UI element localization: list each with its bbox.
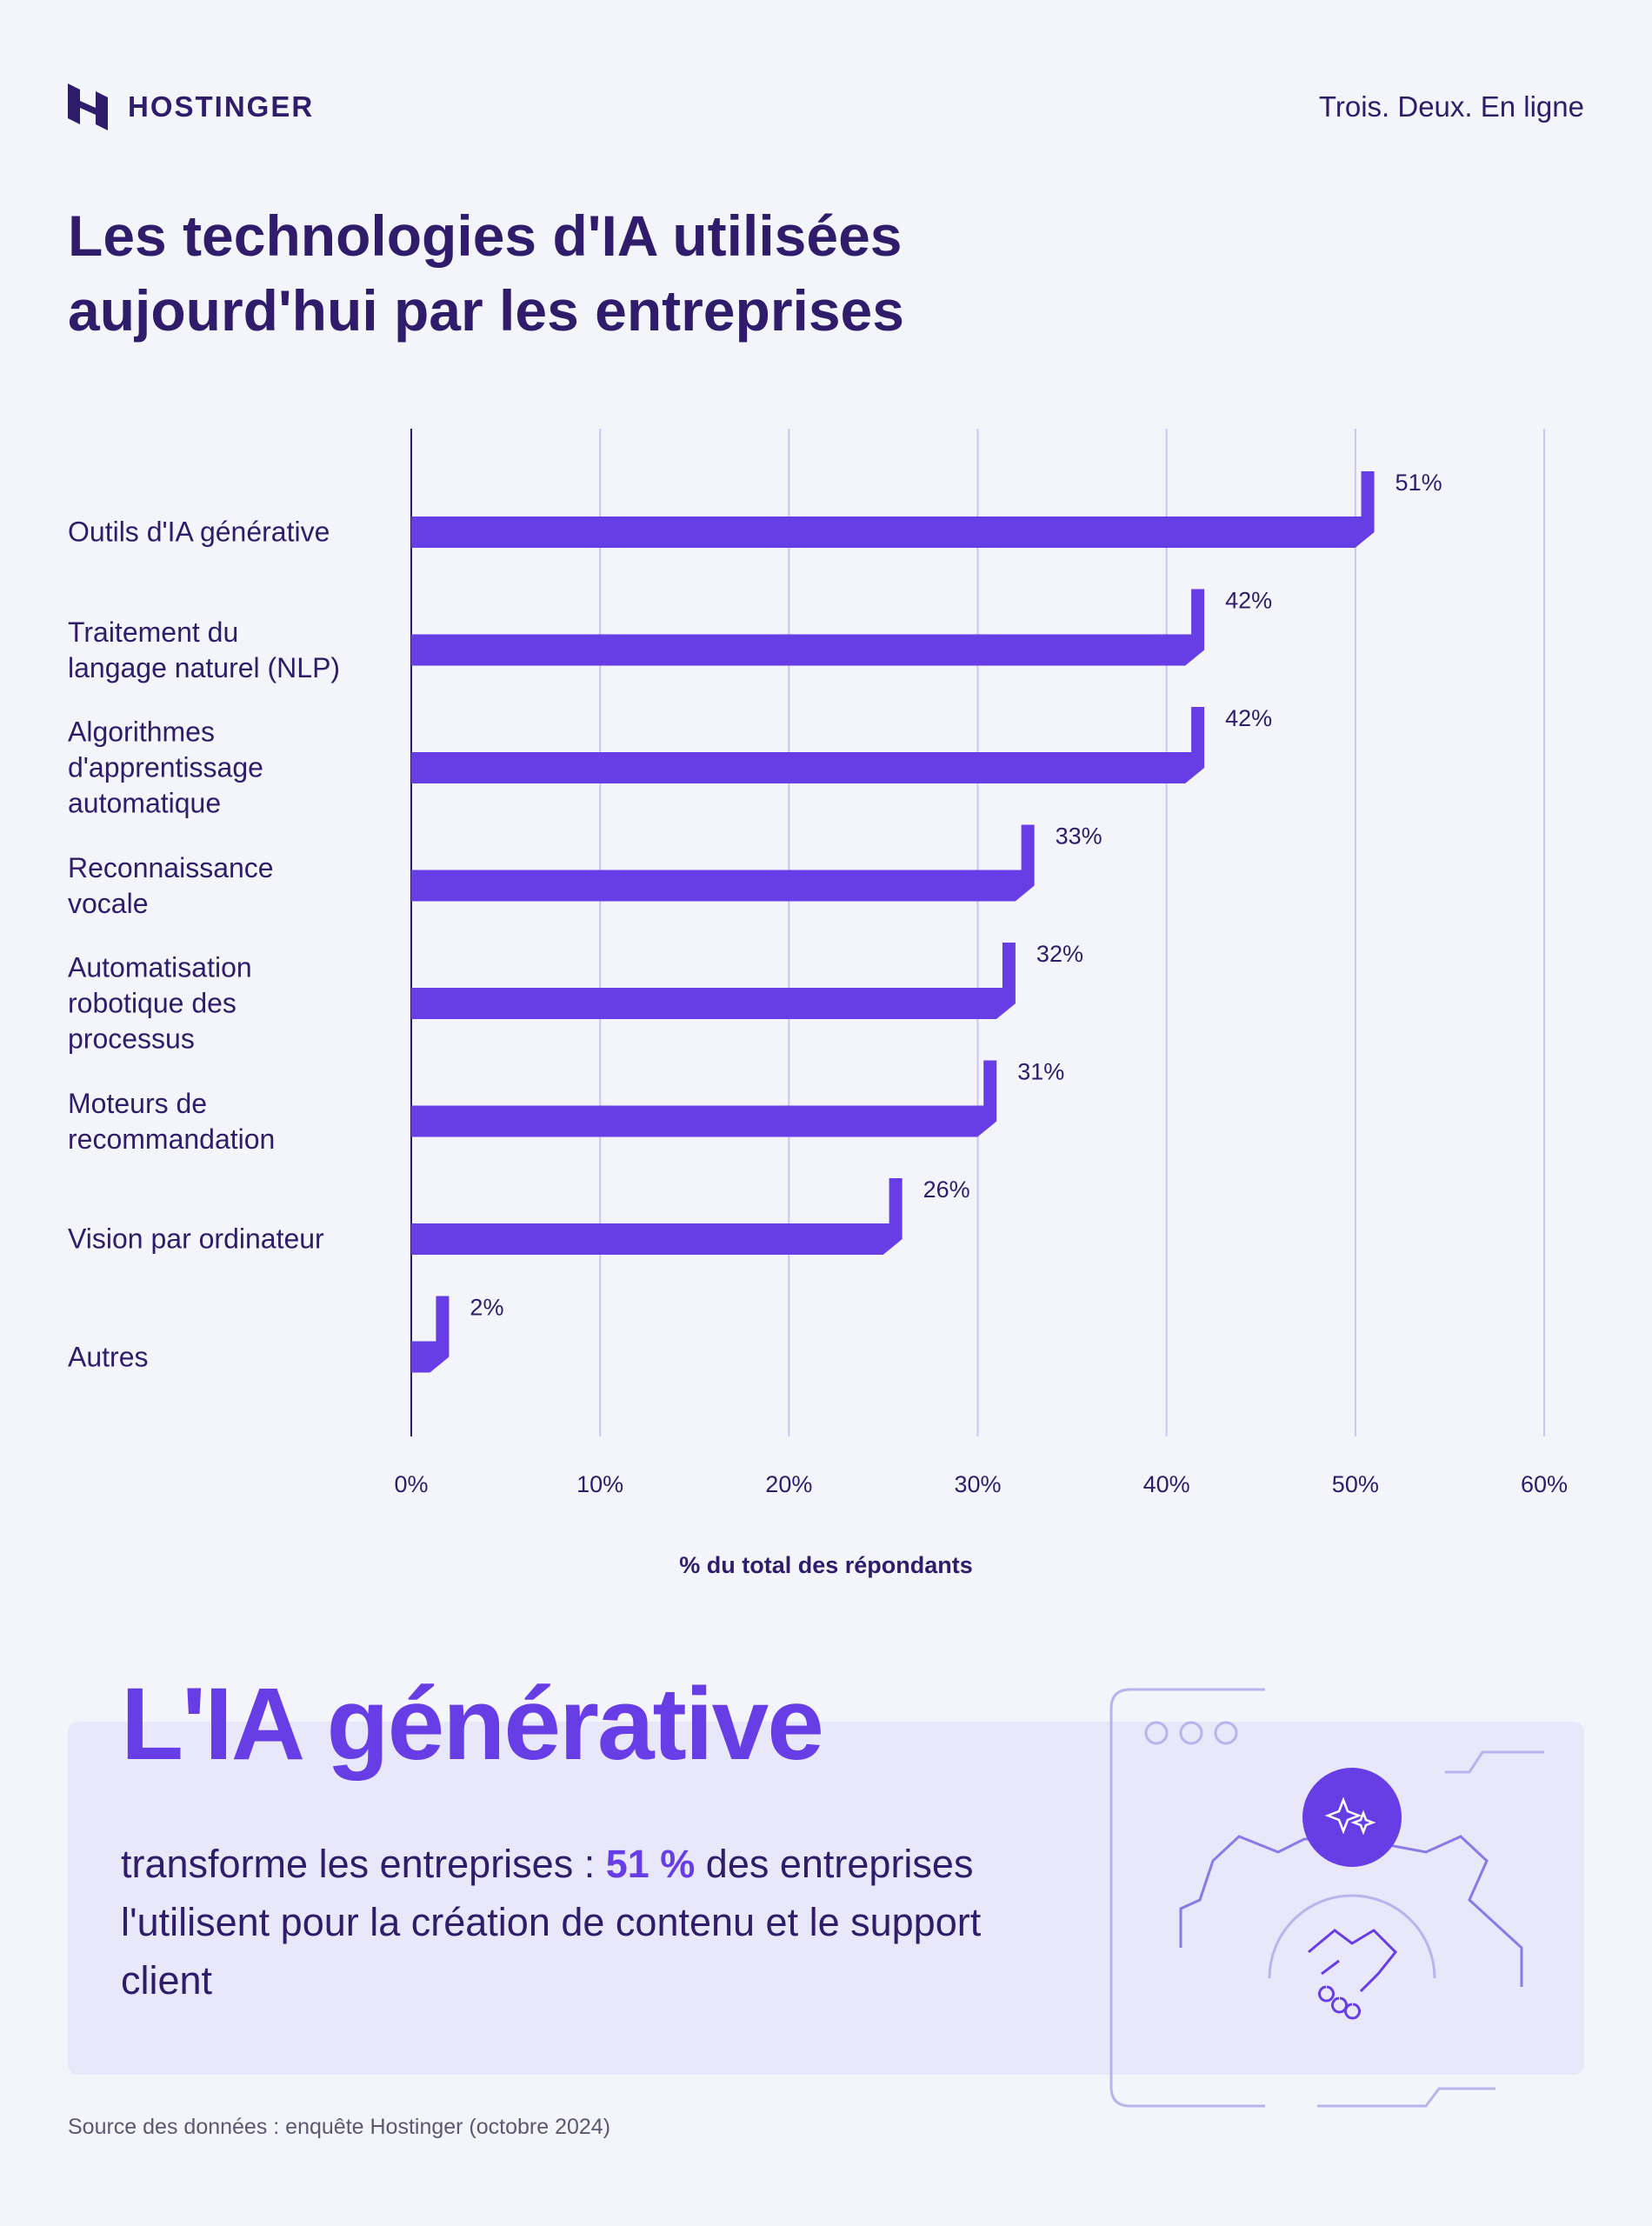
x-tick-label: 10%	[576, 1471, 623, 1497]
x-tick-label: 30%	[954, 1471, 1001, 1497]
value-label: 31%	[1017, 1059, 1064, 1085]
bar	[411, 707, 1205, 783]
highlight-number: 51 %	[605, 1842, 696, 1886]
value-label: 2%	[470, 1295, 503, 1321]
tagline: Trois. Deux. En ligne	[1318, 90, 1584, 123]
bar	[411, 471, 1375, 548]
value-label: 26%	[923, 1176, 970, 1203]
highlight-heading: L'IA générative	[121, 1667, 824, 1782]
x-tick-label: 60%	[1521, 1471, 1568, 1497]
y-tick-label: Outils d'IA générative	[68, 516, 330, 548]
value-label: 42%	[1225, 588, 1272, 614]
value-label: 42%	[1225, 705, 1272, 731]
brand: HOSTINGER	[128, 90, 315, 123]
text: transforme les entreprises :	[121, 1842, 606, 1886]
text: des entreprises l'utilisent pour la créa…	[121, 1842, 982, 2003]
y-tick-label: Moteurs de recommandation	[68, 1087, 276, 1155]
bar	[411, 1296, 450, 1373]
y-tick-label: Algorithmes d'apprentissage automatique	[68, 716, 263, 819]
y-tick-label: Autres	[68, 1341, 149, 1372]
bar	[411, 589, 1205, 666]
logo	[68, 83, 108, 130]
title: Les technologies d'IA utilisées aujourd'…	[68, 203, 904, 343]
x-axis-title: % du total des répondants	[679, 1552, 973, 1578]
y-tick-label: Vision par ordinateur	[68, 1223, 324, 1255]
x-tick-label: 50%	[1332, 1471, 1379, 1497]
y-tick-label: Automatisation robotique des processus	[68, 951, 252, 1055]
bar	[411, 824, 1035, 902]
value-label: 33%	[1056, 823, 1102, 850]
y-tick-label: Traitement du langage naturel (NLP)	[68, 616, 341, 683]
bar	[411, 1178, 903, 1255]
highlight-text: transforme les entreprises : 51 % des en…	[121, 1835, 1034, 2009]
x-tick-label: 0%	[394, 1471, 428, 1497]
x-tick-label: 40%	[1143, 1471, 1190, 1497]
y-tick-label: Reconnaissance vocale	[68, 851, 274, 919]
bar	[411, 1060, 997, 1137]
x-tick-label: 20%	[765, 1471, 812, 1497]
highlight-box	[68, 1722, 1584, 2075]
value-label: 32%	[1036, 941, 1083, 967]
bar	[411, 943, 1016, 1019]
illustration	[1109, 1688, 1544, 2108]
source: Source des données : enquête Hostinger (…	[68, 2115, 611, 2139]
value-label: 51%	[1396, 470, 1442, 496]
